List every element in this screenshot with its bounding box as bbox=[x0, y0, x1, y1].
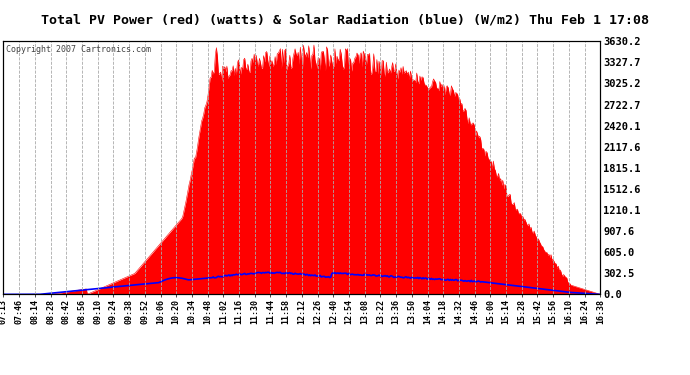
Text: Total PV Power (red) (watts) & Solar Radiation (blue) (W/m2) Thu Feb 1 17:08: Total PV Power (red) (watts) & Solar Rad… bbox=[41, 13, 649, 26]
Text: Copyright 2007 Cartronics.com: Copyright 2007 Cartronics.com bbox=[6, 45, 151, 54]
